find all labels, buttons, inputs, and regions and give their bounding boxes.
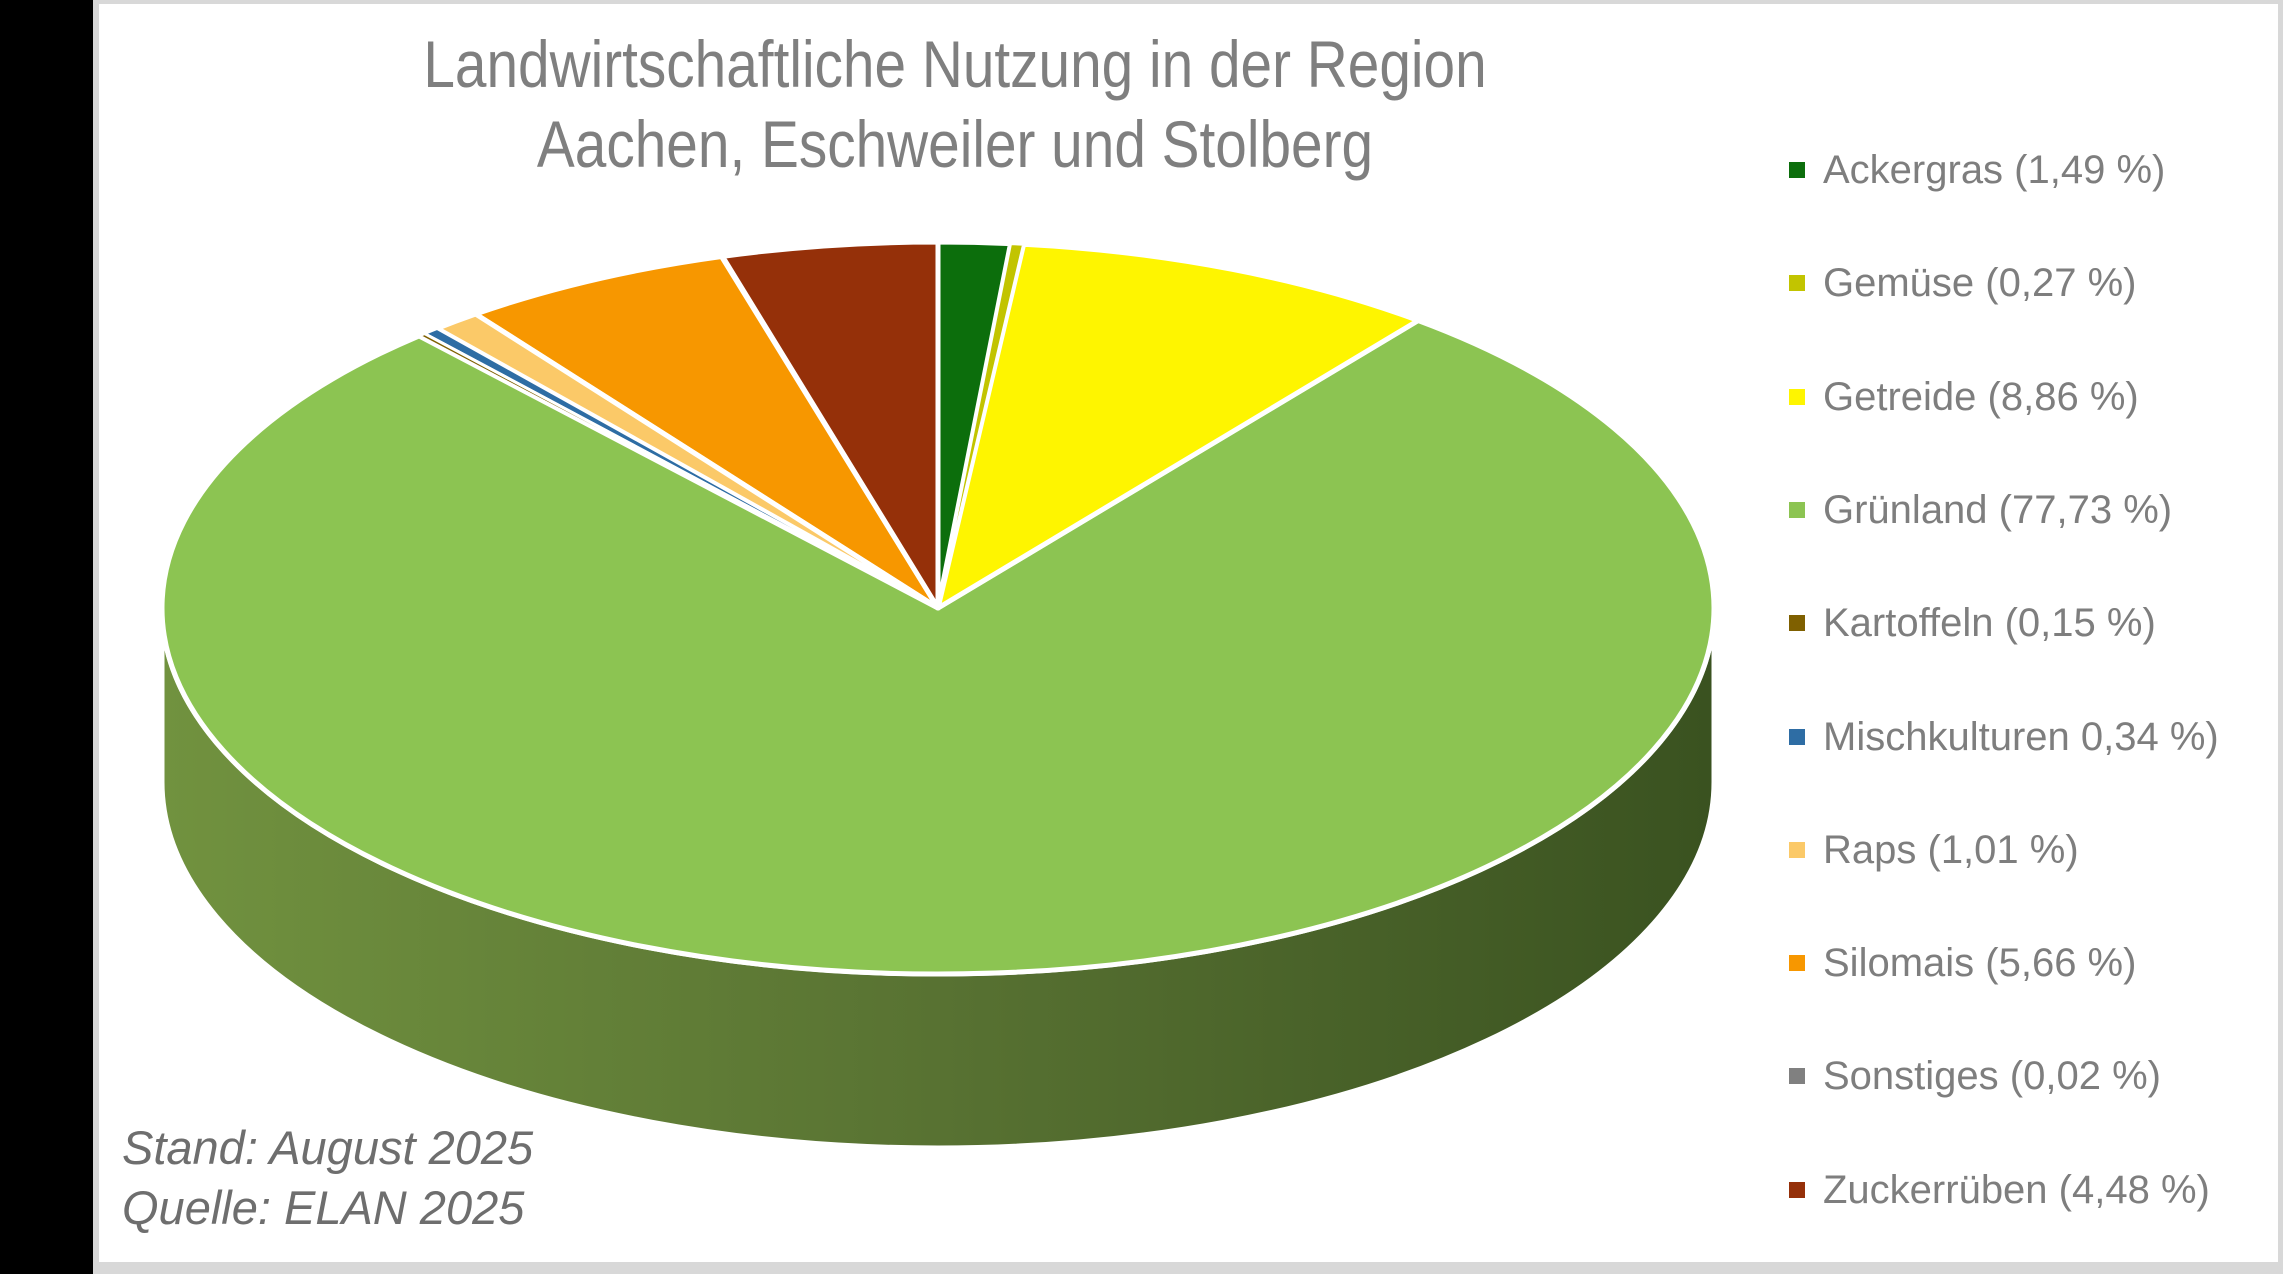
legend-swatch xyxy=(1789,841,1805,858)
letterbox-left-bar xyxy=(0,0,93,1274)
legend-label: Kartoffeln (0,15 %) xyxy=(1823,601,2156,646)
legend-swatch xyxy=(1789,275,1805,292)
pie-slice-kartoffeln xyxy=(417,332,940,610)
legend-label: Mischkulturen 0,34 %) xyxy=(1823,714,2219,759)
chart-title-line2: Aachen, Eschweiler und Stolberg xyxy=(536,107,1374,181)
legend-swatch xyxy=(1789,955,1805,972)
legend-item: Ackergras (1,49 %) xyxy=(1789,148,2165,192)
legend-swatch xyxy=(1789,615,1805,632)
pie-slice-sonstiges xyxy=(720,254,940,610)
legend-label: Silomais (5,66 %) xyxy=(1823,941,2137,986)
pie-slice-gem-se xyxy=(936,242,1026,610)
legend-label: Raps (1,01 %) xyxy=(1823,827,2079,872)
pie-slice-gr-nland xyxy=(159,317,1717,977)
legend-item: Getreide (8,86 %) xyxy=(1789,375,2139,419)
legend-item: Raps (1,01 %) xyxy=(1789,828,2079,872)
chart-title-line1: Landwirtschaftliche Nutzung in der Regio… xyxy=(423,27,1487,101)
legend-item: Sonstiges (0,02 %) xyxy=(1789,1054,2161,1098)
legend-swatch xyxy=(1789,501,1805,518)
legend-label: Ackergras (1,49 %) xyxy=(1823,148,2166,192)
legend-label: Getreide (8,86 %) xyxy=(1823,374,2139,419)
pie-slice-silomais xyxy=(473,254,941,611)
legend-item: Kartoffeln (0,15 %) xyxy=(1789,601,2156,645)
pie-slice-zuckerr-ben xyxy=(719,239,941,611)
chart-title: Landwirtschaftliche Nutzung in der Regio… xyxy=(353,24,1557,184)
legend-swatch xyxy=(1789,1181,1805,1198)
legend-item: Grünland (77,73 %) xyxy=(1789,488,2172,532)
legend-swatch xyxy=(1789,388,1805,405)
legend-item: Gemüse (0,27 %) xyxy=(1789,261,2136,305)
legend-swatch xyxy=(1789,1068,1805,1085)
legend-item: Silomais (5,66 %) xyxy=(1789,941,2136,985)
legend-label: Grünland (77,73 %) xyxy=(1823,487,2173,532)
legend-swatch xyxy=(1789,728,1805,745)
stand-annotation: Stand: August 2025 xyxy=(122,1121,534,1174)
legend-item: Mischkulturen 0,34 %) xyxy=(1789,715,2219,759)
legend-item: Zuckerrüben (4,48 %) xyxy=(1789,1168,2210,1212)
legend-label: Sonstiges (0,02 %) xyxy=(1823,1054,2161,1099)
legend-label: Zuckerrüben (4,48 %) xyxy=(1823,1167,2210,1212)
legend-swatch xyxy=(1789,162,1805,178)
quelle-annotation: Quelle: ELAN 2025 xyxy=(122,1181,525,1234)
legend-label: Gemüse (0,27 %) xyxy=(1823,261,2137,306)
pie-slice-getreide xyxy=(935,241,1421,611)
